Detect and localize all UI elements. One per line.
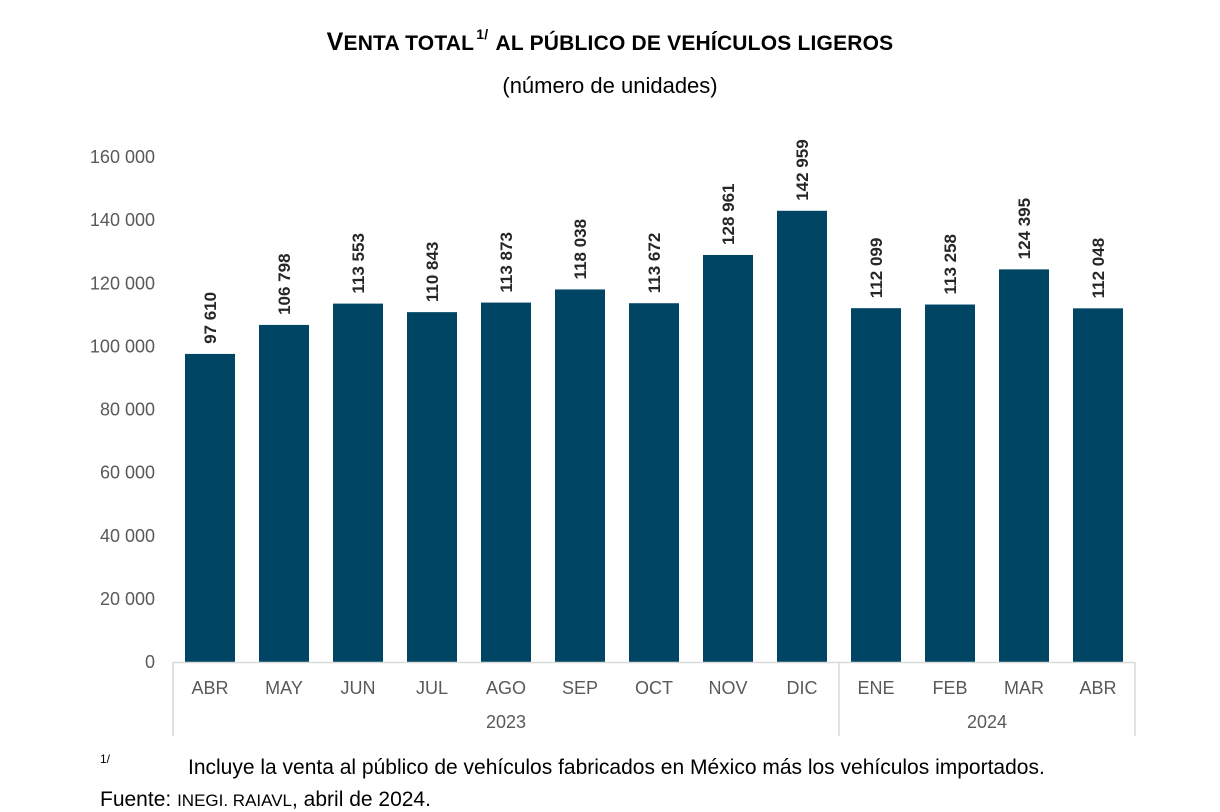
y-tick-label: 40 000 (100, 526, 155, 546)
x-tick-label: ABR (191, 678, 228, 698)
value-label: 112 099 (867, 238, 886, 299)
x-axis: ABR MAY JUN JUL AGO SEP OCT NOV DIC ENE FEB MAR ABR 2… (172, 661, 1136, 736)
value-label: 142 959 (793, 139, 812, 200)
y-tick-label: 120 000 (90, 273, 155, 293)
title-part-2: AL PÚBLICO DE VEHÍCULOS LIGEROS (490, 32, 894, 55)
y-tick-label: 60 000 (100, 463, 155, 483)
y-tick-label: 160 000 (90, 147, 155, 167)
x-tick-label: AGO (486, 678, 526, 698)
x-tick-label: DIC (787, 678, 818, 698)
bar-oct-6 (629, 303, 679, 662)
x-tick-label: JUL (416, 678, 448, 698)
year-group-label: 2023 (486, 712, 526, 732)
source-note: Fuente: INEGI. RAIAVL, abril de 2024. (100, 788, 431, 812)
chart-title: VENTA TOTAL 1/ AL PÚBLICO DE VEHÍCULOS LI… (0, 26, 1220, 57)
source-org: INEGI. RAIAVL (177, 791, 293, 810)
bar-feb-10 (925, 304, 975, 662)
value-label: 128 961 (719, 184, 738, 245)
value-label: 110 843 (423, 242, 442, 303)
y-tick-label: 80 000 (100, 400, 155, 420)
title-part-1: ENTA TOTAL (343, 32, 475, 55)
bar-ago-4 (481, 302, 531, 662)
x-tick-label: NOV (708, 678, 747, 698)
bar-abr-0 (185, 353, 235, 662)
x-tick-label: MAY (265, 678, 303, 698)
x-tick-label: OCT (635, 678, 673, 698)
value-label: 97 610 (201, 292, 220, 344)
bar-may-1 (259, 324, 309, 662)
year-group-label: 2024 (967, 712, 1007, 732)
footnote-text: Incluye la venta al público de vehículos… (188, 756, 1045, 779)
source-label: Fuente: (100, 788, 178, 811)
value-label: 113 672 (645, 233, 664, 294)
source-date: , abril de 2024. (292, 788, 431, 811)
bar-sep-5 (555, 289, 605, 662)
x-tick-label: ABR (1079, 678, 1116, 698)
value-label: 113 258 (941, 234, 960, 295)
footnote-mark: 1/ (100, 752, 111, 766)
y-tick-label: 140 000 (90, 210, 155, 230)
value-label: 112 048 (1089, 238, 1108, 299)
bar-abr-12 (1073, 308, 1123, 662)
y-tick-label: 100 000 (90, 336, 155, 356)
y-axis-ticks: 0 20 000 40 000 60 000 80 000 100 000 120 000 1… (90, 147, 155, 672)
x-tick-label: FEB (932, 678, 967, 698)
value-label: 113 553 (349, 233, 368, 294)
bar-jun-2 (333, 303, 383, 662)
value-labels: 97 610 106 798 113 553 110 843 113 873 118 03… (201, 139, 1108, 344)
y-tick-label: 20 000 (100, 589, 155, 609)
bar-jul-3 (407, 312, 457, 662)
x-tick-label: JUN (341, 678, 376, 698)
value-label: 118 038 (571, 219, 590, 280)
y-tick-label: 0 (145, 652, 155, 672)
bar-nov-7 (703, 254, 753, 662)
value-label: 106 798 (275, 253, 294, 314)
title-initial: V (326, 28, 344, 56)
value-label: 113 873 (497, 232, 516, 293)
title-footnote-ref: 1/ (476, 26, 489, 42)
bars (185, 210, 1123, 663)
bar-dic-8 (777, 210, 827, 663)
bar-mar-11 (999, 269, 1049, 662)
bar-ene-9 (851, 308, 901, 662)
value-label: 124 395 (1015, 198, 1034, 259)
x-tick-label: SEP (562, 678, 598, 698)
x-tick-label: ENE (857, 678, 894, 698)
x-tick-label: MAR (1004, 678, 1044, 698)
chart-subtitle: (número de unidades) (502, 73, 718, 98)
